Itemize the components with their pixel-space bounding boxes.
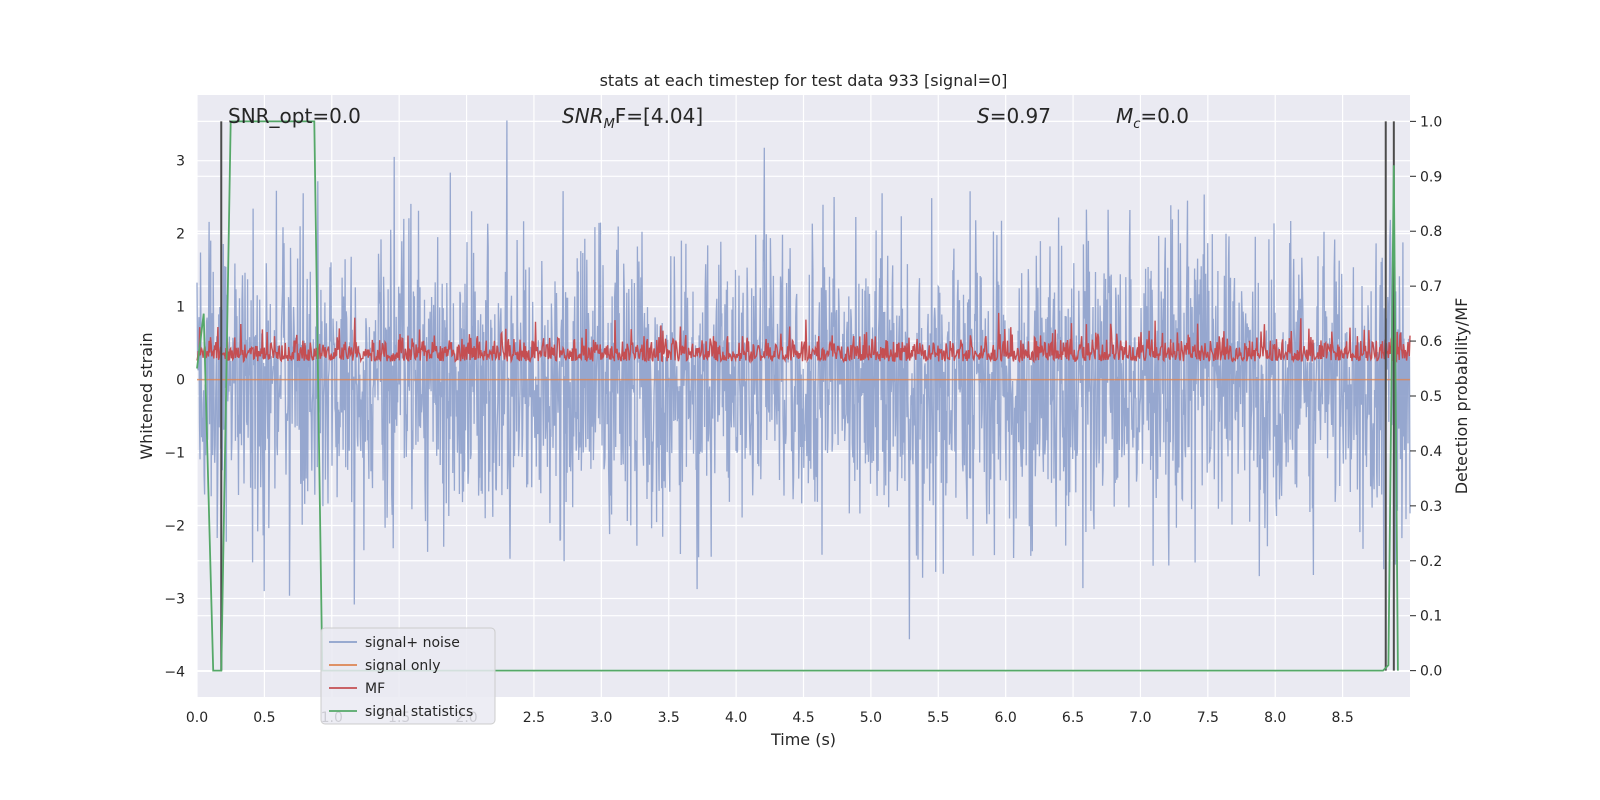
legend-label: MF [365, 681, 385, 697]
annotation-mc: Mc=0.0 [1116, 104, 1189, 132]
y2-tick-label: 0.1 [1420, 609, 1442, 625]
y-tick-label: −1 [164, 446, 185, 462]
series-line-mf [196, 312, 1411, 364]
y-tick-label: −4 [164, 664, 185, 680]
x-tick-label: 8.0 [1264, 710, 1286, 726]
x-tick-label: 3.0 [590, 710, 612, 726]
legend-label: signal only [365, 658, 440, 674]
annotation-snr-opt: SNR_opt=0.0 [228, 104, 361, 128]
x-tick-label: 6.0 [995, 710, 1017, 726]
y-tick-label: 3 [176, 154, 185, 170]
x-tick-label: 4.0 [725, 710, 747, 726]
x-tick-label: 2.5 [523, 710, 545, 726]
chart-title: stats at each timestep for test data 933… [600, 71, 1008, 90]
y2-tick-label: 0.6 [1420, 334, 1442, 350]
series-line-signal-noise [196, 120, 1411, 640]
annotation-mc-rest: =0.0 [1140, 104, 1189, 128]
annotation-mc-main: M [1116, 104, 1133, 128]
y2-tick-label: 0.4 [1420, 444, 1442, 460]
annotation-snr-mf: SNRMF=[4.04] [562, 104, 703, 132]
x-tick-label: 5.0 [860, 710, 882, 726]
y-axis-label: Whitened strain [137, 332, 156, 459]
annotation-s: S=0.97 [977, 104, 1051, 128]
annotation-s-rest: =0.97 [990, 104, 1051, 128]
x-axis-label: Time (s) [770, 730, 836, 749]
y2-tick-label: 0.0 [1420, 664, 1442, 680]
annotation-snr-mf-main: SNR [562, 104, 604, 128]
y2-tick-label: 1.0 [1420, 114, 1442, 130]
y2-tick-label: 0.9 [1420, 169, 1442, 185]
annotation-s-main: S [977, 104, 990, 128]
x-tick-label: 7.5 [1197, 710, 1219, 726]
x-tick-label: 6.5 [1062, 710, 1084, 726]
x-tick-label: 5.5 [927, 710, 949, 726]
annotation-snr-mf-sub: M [604, 117, 615, 132]
y-tick-label: 1 [176, 300, 185, 316]
y2-tick-label: 0.7 [1420, 279, 1442, 295]
x-tick-label: 3.5 [658, 710, 680, 726]
legend: signal+ noise signal only MF signal statist… [320, 627, 496, 725]
y2-tick-label: 0.3 [1420, 499, 1442, 515]
series-signal-noise [196, 120, 1411, 640]
y-tick-label: −2 [164, 519, 185, 535]
y2-tick-label: 0.8 [1420, 224, 1442, 240]
legend-label: signal+ noise [365, 635, 460, 651]
annotation-snr-mf-rest: F=[4.04] [615, 104, 703, 128]
series-signal-statistics [196, 120, 1399, 672]
legend-label: signal statistics [365, 704, 473, 720]
y2-tick-label: 0.2 [1420, 554, 1442, 570]
y-tick-label: 0 [176, 373, 185, 389]
y2-axis-label: Detection probability/MF [1452, 298, 1471, 495]
legend-box [320, 627, 496, 725]
annotation-mc-sub: c [1133, 117, 1140, 132]
series-mf [196, 312, 1411, 364]
x-tick-label: 4.5 [792, 710, 814, 726]
y-tick-label: −3 [164, 591, 185, 607]
x-tick-label: 0.5 [253, 710, 275, 726]
x-tick-label: 8.5 [1331, 710, 1353, 726]
y-tick-label: 2 [176, 227, 185, 243]
series-line-signal-statistics [196, 120, 1399, 672]
y2-tick-label: 0.5 [1420, 389, 1442, 405]
x-tick-label: 0.0 [186, 710, 208, 726]
x-tick-label: 7.0 [1129, 710, 1151, 726]
